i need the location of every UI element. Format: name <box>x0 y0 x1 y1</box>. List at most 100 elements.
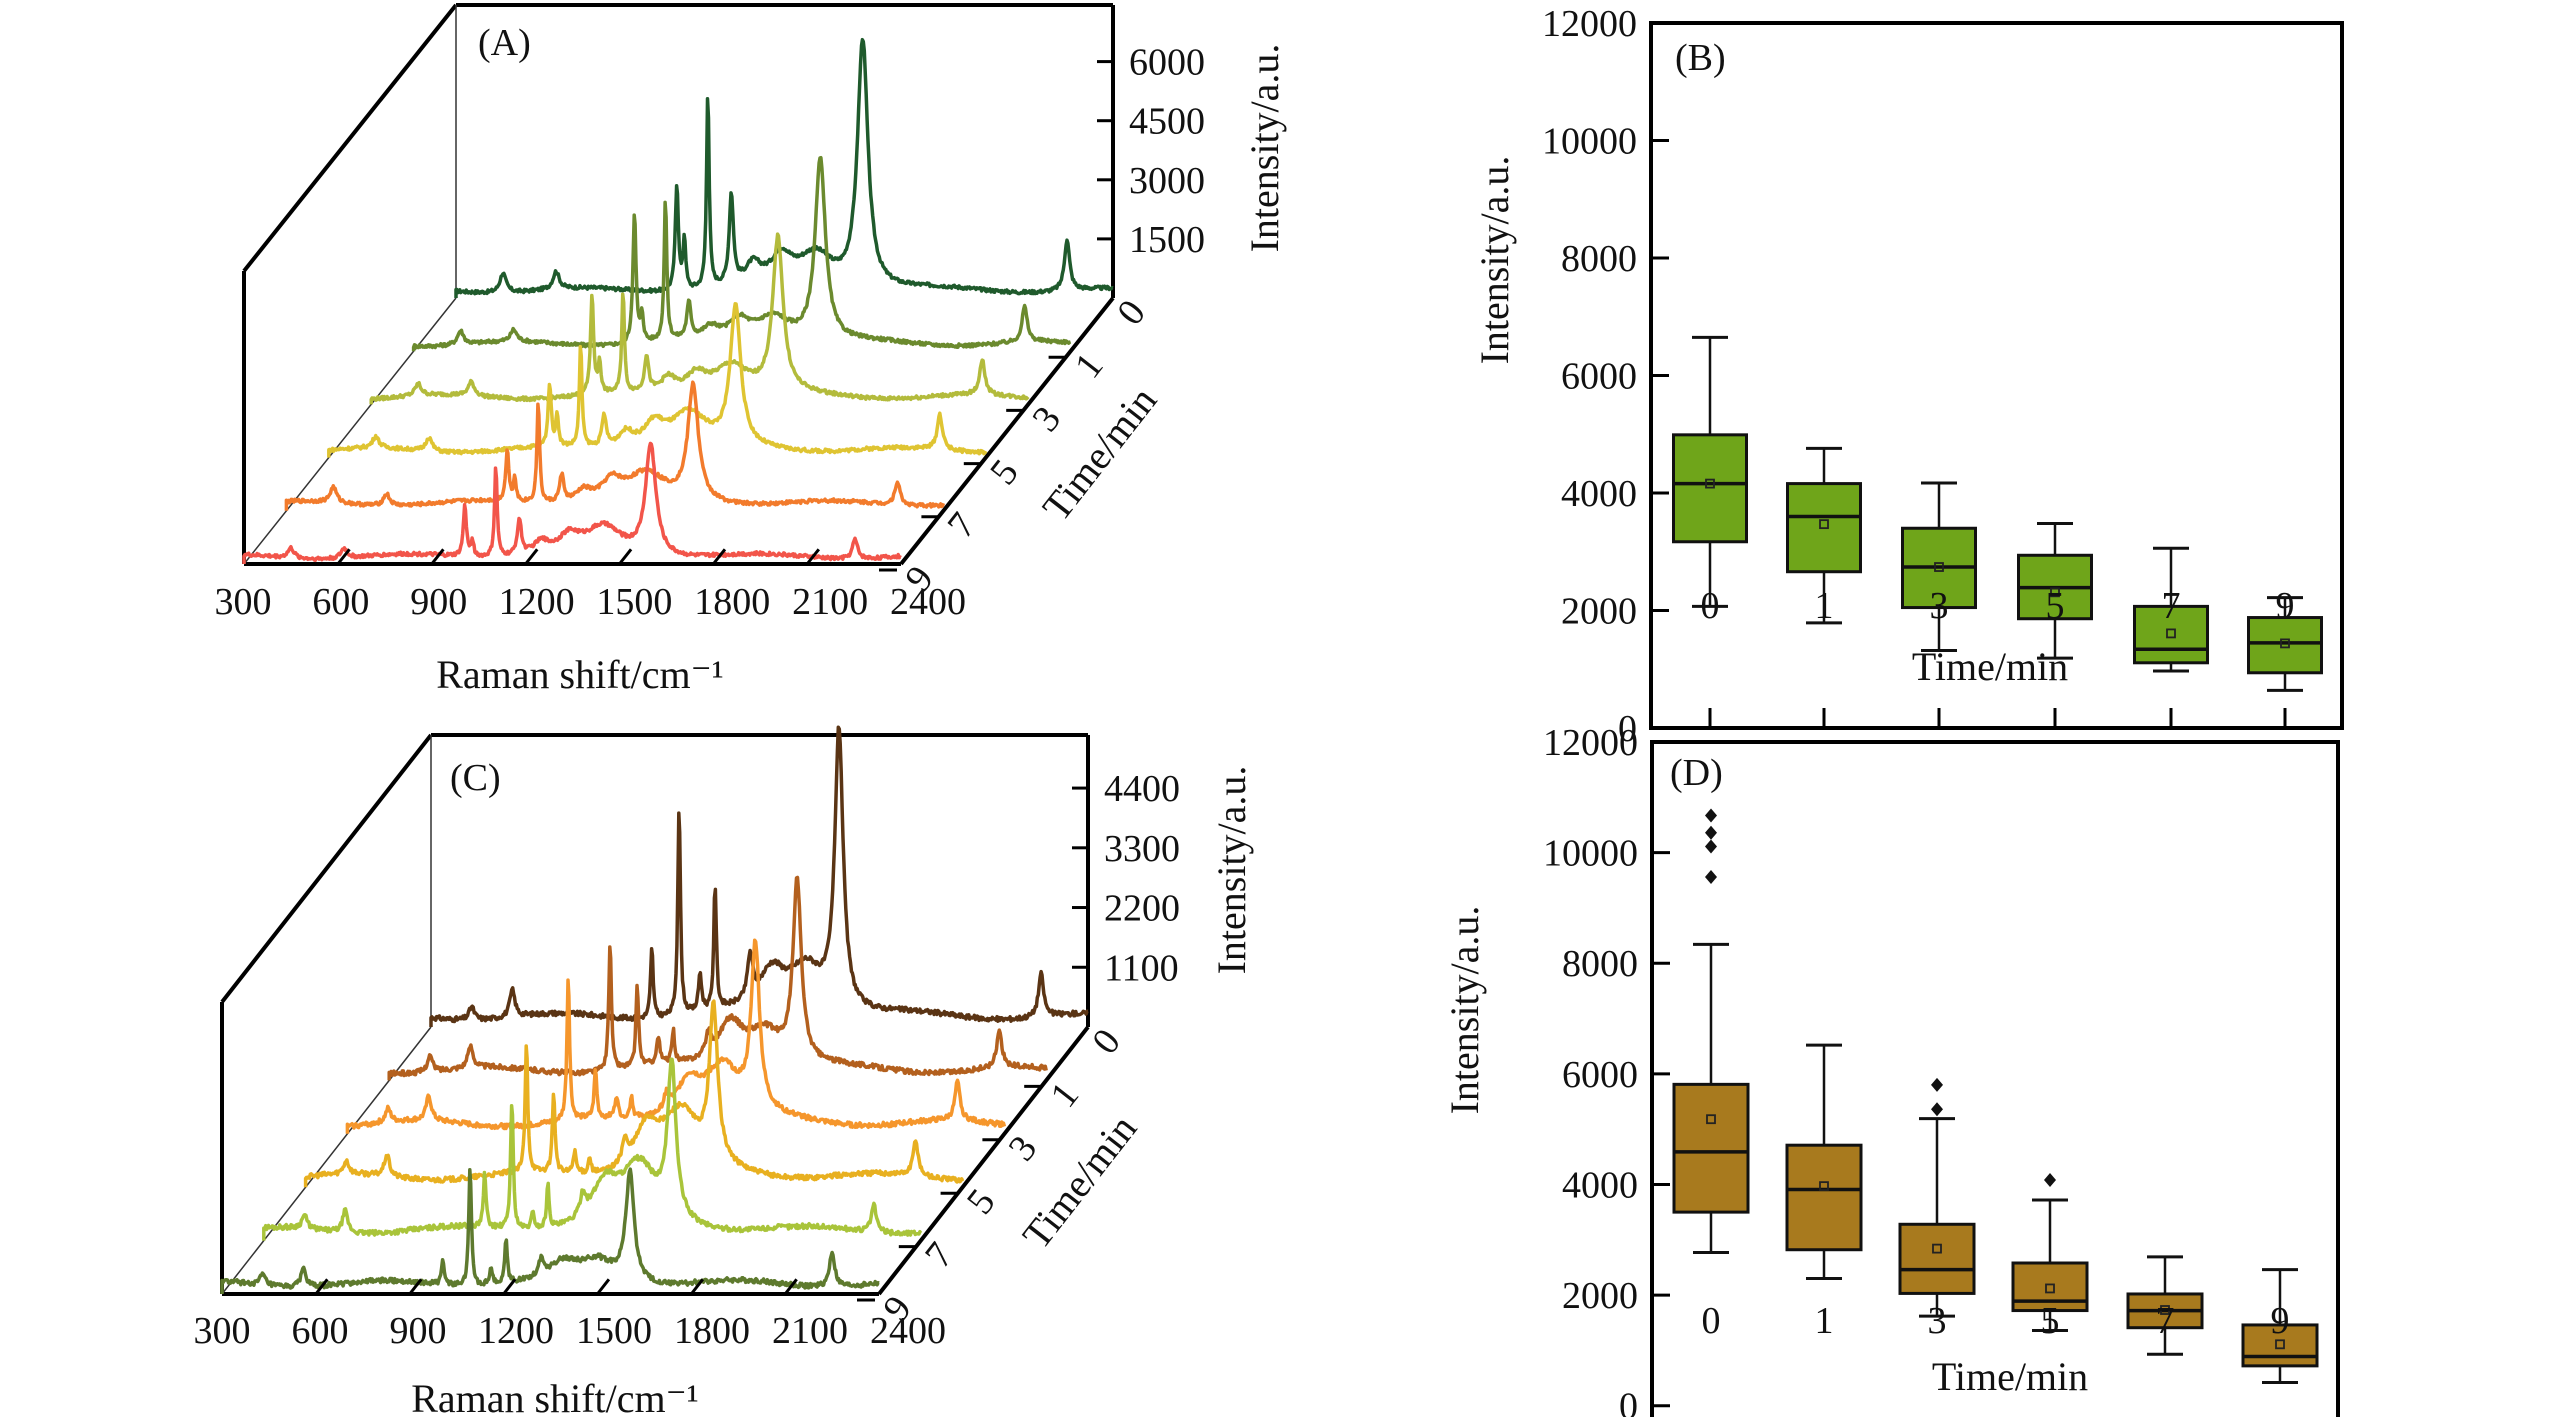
x-tick-label: 7 <box>2156 1300 2175 1342</box>
raman-shift-tick-label: 2100 <box>772 1310 848 1352</box>
intensity-tick-label: 2200 <box>1104 888 1180 930</box>
panel-a-zlabel: Time/min <box>1033 378 1165 529</box>
raman-shift-tick-label: 1800 <box>694 581 770 623</box>
spectrum-trace-9-min <box>220 1167 880 1294</box>
intensity-tick-label: 4400 <box>1104 768 1180 810</box>
mean-marker <box>2280 638 2290 649</box>
time-tick-label: 5 <box>982 452 1027 493</box>
x-tick-label: 1 <box>1815 1300 1834 1342</box>
box-3-min <box>1901 481 1977 652</box>
raman-shift-tick <box>596 1278 611 1295</box>
raman-shift-tick-label: 900 <box>390 1310 447 1352</box>
box-7-min <box>2133 546 2209 673</box>
x-tick-label: 3 <box>1928 1300 1947 1342</box>
raman-shift-tick <box>336 548 351 565</box>
mean-marker <box>1932 1243 1942 1254</box>
panel-c-zlabel: Time/min <box>1013 1106 1145 1257</box>
outlier-point <box>1705 839 1717 854</box>
box-1-min <box>1786 446 1862 625</box>
iqr-box <box>2133 604 2209 665</box>
raman-shift-tick-label: 2100 <box>792 581 868 623</box>
panel-d-label: (D) <box>1670 752 1723 794</box>
spectrum-trace-1-min <box>411 155 1072 352</box>
mean-marker <box>2045 1283 2055 1294</box>
box-0-min <box>1672 335 1748 608</box>
bottom-left-depth-edge <box>243 297 457 565</box>
box-0-min <box>1672 808 1750 1254</box>
time-tick-label: 5 <box>959 1181 1004 1222</box>
panel-d-axes: 0 2000 4000 6000 8000 10000 12000 0 1 3 5 7 9 <box>1543 722 2340 1417</box>
panel-b-xlabel: Time/min <box>1912 644 2068 689</box>
mean-marker <box>1706 1114 1716 1125</box>
intensity-tick-label: 6000 <box>1129 42 1205 84</box>
time-tick-label: 1 <box>1042 1075 1087 1116</box>
intensity-tick-label: 1500 <box>1129 219 1205 261</box>
box-9-min <box>2247 596 2323 692</box>
mean-marker <box>2050 587 2060 598</box>
box-5-min <box>2011 1173 2089 1332</box>
raman-shift-tick-label: 600 <box>292 1310 349 1352</box>
iqr-box <box>1785 1143 1863 1252</box>
panel-a-xlabel: Raman shift/cm⁻¹ <box>436 652 724 697</box>
raman-shift-tick-label: 1200 <box>499 581 575 623</box>
mean-marker <box>2166 628 2176 639</box>
y-tick-label: 10000 <box>1542 121 1637 163</box>
panel-a-frame <box>242 3 1115 566</box>
x-tick-label: 5 <box>2046 585 2065 627</box>
raman-shift-tick-label: 600 <box>312 581 369 623</box>
intensity-tick-label: 3300 <box>1104 828 1180 870</box>
panel-d-xlabel: Time/min <box>1932 1354 2088 1399</box>
x-tick-label: 0 <box>1701 585 1720 627</box>
y-tick-label: 6000 <box>1561 356 1637 398</box>
raman-shift-tick-label: 300 <box>215 581 272 623</box>
panel-b-boxes <box>1672 335 2323 692</box>
y-tick-label: 8000 <box>1561 238 1637 280</box>
y-tick-label: 0 <box>1618 708 1637 750</box>
box-1-min <box>1785 1043 1863 1280</box>
panel-d-boxes <box>1672 808 2319 1384</box>
panel-c-ylabel: Intensity/a.u. <box>1209 766 1254 975</box>
plot-frame <box>1650 740 2340 1417</box>
time-tick-label: 7 <box>917 1235 962 1276</box>
panel-d-ylabel: Intensity/a.u. <box>1442 906 1487 1115</box>
box-5-min <box>2017 522 2093 660</box>
time-axis-line <box>899 296 1115 566</box>
box-9-min <box>2241 1268 2319 1384</box>
bottom-left-depth-edge <box>221 1026 432 1295</box>
raman-shift-tick-label: 1800 <box>674 1310 750 1352</box>
raman-shift-tick <box>618 548 633 565</box>
raman-shift-tick-label: 1500 <box>596 581 672 623</box>
raman-shift-tick-label: 900 <box>410 581 467 623</box>
intensity-tick-label: 1100 <box>1104 947 1179 989</box>
y-tick-label: 8000 <box>1562 943 1638 985</box>
mean-marker <box>2160 1305 2170 1315</box>
y-tick-label: 4000 <box>1562 1164 1638 1206</box>
mean-marker <box>1705 478 1715 489</box>
raman-shift-tick-label: 1500 <box>576 1310 652 1352</box>
time-tick-label: 0 <box>1109 292 1154 333</box>
raman-shift-tick <box>314 1278 329 1295</box>
panel-a-traces <box>242 37 1114 564</box>
spectrum-trace-3-min <box>369 232 1030 405</box>
spectrum-trace-5-min <box>327 302 988 458</box>
x-tick-label: 9 <box>2271 1300 2290 1342</box>
intensity-tick-label: 4500 <box>1129 101 1205 143</box>
box-7-min <box>2126 1255 2204 1356</box>
raman-shift-tick <box>502 1278 517 1295</box>
outlier-point <box>1705 808 1717 823</box>
outlier-point <box>1931 1102 1943 1117</box>
iqr-box <box>2241 1323 2319 1368</box>
panel-c-waterfall: 4400 3300 2200 1100 300 600 900 1200 1500 1800 210… <box>194 725 1254 1417</box>
panel-a-waterfall: 6000 4500 3000 1500 300 600 900 1200 1500 1800 210… <box>215 3 1287 697</box>
y-tick-label: 6000 <box>1562 1054 1638 1096</box>
raman-shift-tick-label: 300 <box>194 1310 251 1352</box>
panel-a-ylabel: Intensity/a.u. <box>1242 44 1287 253</box>
time-tick-label: 3 <box>1001 1128 1046 1169</box>
y-tick-label: 12000 <box>1543 722 1638 764</box>
outlier-point <box>1931 1077 1943 1092</box>
intensity-tick-label: 3000 <box>1129 160 1205 202</box>
spectrum-trace-5-min <box>303 999 965 1188</box>
y-tick-label: 0 <box>1619 1386 1638 1417</box>
x-tick-label: 0 <box>1702 1300 1721 1342</box>
